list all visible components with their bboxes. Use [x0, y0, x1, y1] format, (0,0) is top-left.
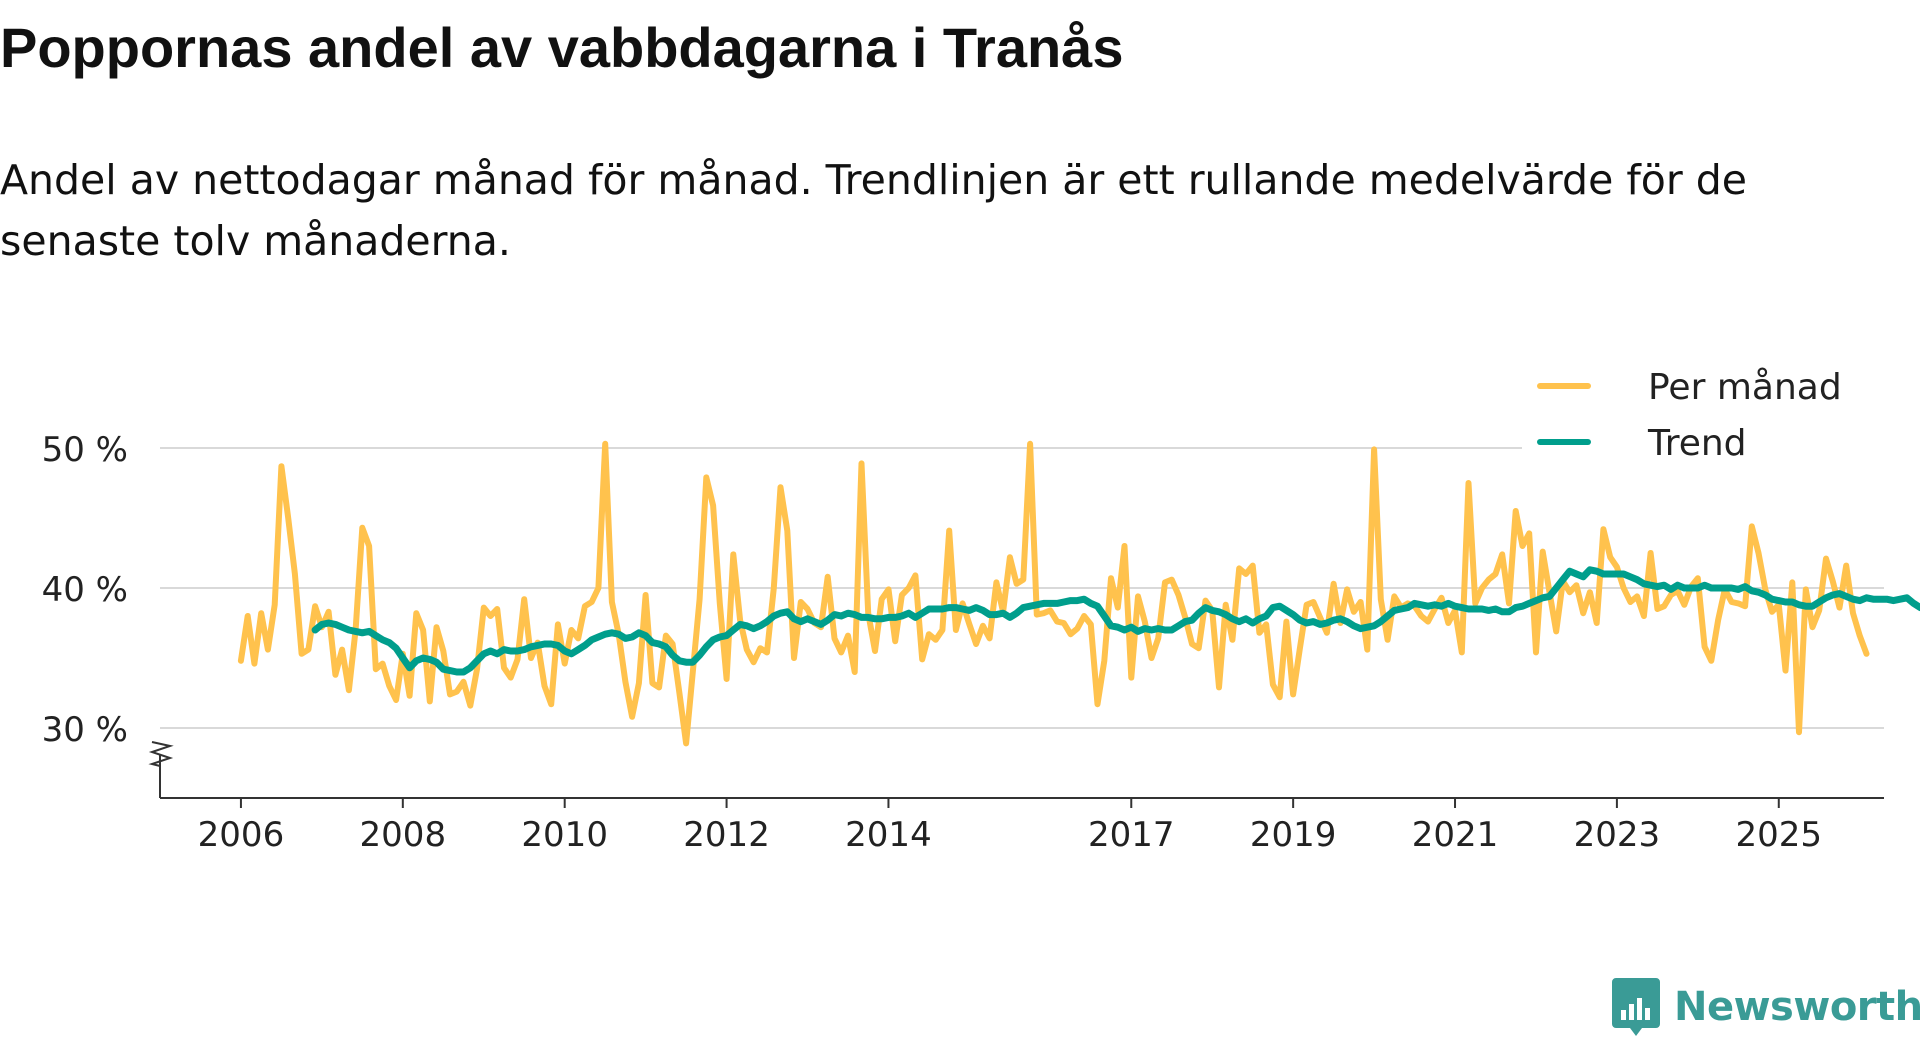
- x-tick-label: 2021: [1412, 815, 1499, 855]
- y-tick-label: 40 %: [42, 570, 128, 610]
- chart-title: Poppornas andel av vabbdagarna i Tranås: [0, 16, 1124, 79]
- newsworthy-logo-text: Newsworthy: [1674, 984, 1920, 1030]
- x-tick-label: 2025: [1736, 815, 1823, 855]
- x-tick-label: 2023: [1574, 815, 1661, 855]
- newsworthy-logo-icon: [1612, 978, 1660, 1036]
- series-lines: [237, 440, 1920, 747]
- legend-label-per-manad: Per månad: [1648, 367, 1842, 408]
- x-tick-label: 2019: [1250, 815, 1337, 855]
- x-axis: 2006 2008 2010 2012 2014 2017 2019 2021 2023 2025: [198, 798, 1822, 855]
- series-line-per-manad: [237, 440, 1870, 747]
- chart-subtitle: Andel av nettodagar månad för månad. Tre…: [0, 156, 1747, 265]
- y-tick-label: 50 %: [42, 430, 128, 470]
- x-tick-label: 2010: [521, 815, 608, 855]
- y-axis: 30 % 40 % 50 %: [42, 430, 1884, 799]
- x-tick-label: 2006: [198, 815, 285, 855]
- x-tick-label: 2017: [1088, 815, 1175, 855]
- axis-break-icon: [148, 741, 174, 767]
- y-tick-label: 30 %: [42, 710, 128, 750]
- legend: Per månad Trend: [1522, 364, 1886, 464]
- newsworthy-logo: Newsworthy: [1612, 978, 1920, 1036]
- series-line-trend: [311, 566, 1920, 676]
- x-tick-label: 2012: [683, 815, 770, 855]
- x-tick-label: 2014: [845, 815, 932, 855]
- legend-background: [1522, 364, 1886, 464]
- legend-label-trend: Trend: [1647, 423, 1747, 464]
- x-tick-label: 2008: [360, 815, 447, 855]
